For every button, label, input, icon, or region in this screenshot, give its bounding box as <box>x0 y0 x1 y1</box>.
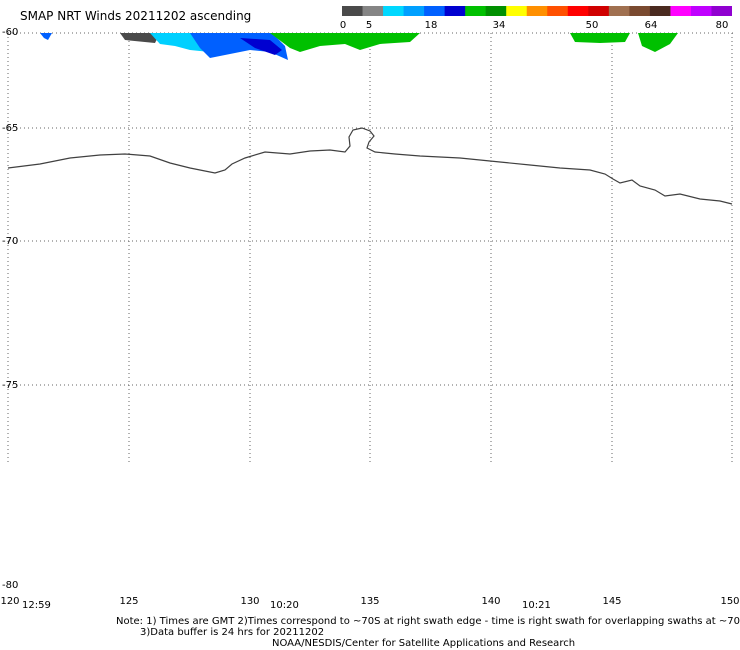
map-grid <box>7 32 735 465</box>
note-line-2: 3)Data buffer is 24 hrs for 20211202 <box>140 627 325 638</box>
pass-time-label: 10:21 <box>522 600 551 611</box>
lon-label: 140 <box>481 596 501 607</box>
colorbar-segment <box>711 6 732 16</box>
lon-label: 125 <box>119 596 139 607</box>
wind-swath <box>120 33 160 43</box>
colorbar-segment <box>649 6 671 16</box>
lat-label: -60 <box>2 27 19 38</box>
antarctic-coastline <box>7 127 733 205</box>
colorbar-segment <box>670 6 692 16</box>
wind-swath <box>570 33 630 43</box>
colorbar-segment <box>444 6 466 16</box>
colorbar-label: 80 <box>715 20 729 31</box>
wind-speed-colorbar <box>342 6 732 16</box>
lat-label: -80 <box>2 580 19 591</box>
colorbar-label: 0 <box>339 20 347 31</box>
lat-label: -65 <box>2 123 19 134</box>
colorbar-segment <box>465 6 487 16</box>
wind-swath <box>240 38 282 55</box>
colorbar-label: 64 <box>644 20 658 31</box>
lat-label: -75 <box>2 380 19 391</box>
colorbar-label: 34 <box>492 20 506 31</box>
colorbar-segment <box>424 6 446 16</box>
colorbar-segment <box>588 6 610 16</box>
colorbar-label: 5 <box>365 20 373 31</box>
lon-label: 145 <box>602 596 622 607</box>
colorbar-segment <box>547 6 569 16</box>
lon-label: 130 <box>240 596 260 607</box>
wind-map <box>7 32 735 465</box>
wind-swath <box>638 33 678 52</box>
map-title: SMAP NRT Winds 20211202 ascending <box>20 9 252 23</box>
colorbar-label: 18 <box>424 20 438 31</box>
colorbar-segment <box>342 6 364 16</box>
colorbar-segment <box>506 6 528 16</box>
colorbar-segment <box>567 6 589 16</box>
lat-label: -70 <box>2 236 19 247</box>
pass-time-label: 12:59 <box>22 600 51 611</box>
colorbar-segment <box>383 6 405 16</box>
note-line-3: NOAA/NESDIS/Center for Satellite Applica… <box>272 638 576 649</box>
colorbar-segment <box>362 6 384 16</box>
colorbar-label: 50 <box>585 20 599 31</box>
wind-swath <box>270 33 420 52</box>
lon-label: 120 <box>0 596 20 607</box>
colorbar-segment <box>526 6 548 16</box>
colorbar-segment <box>485 6 507 16</box>
colorbar-segment <box>403 6 425 16</box>
colorbar-segment <box>690 6 712 16</box>
lon-label: 135 <box>360 596 380 607</box>
lon-label: 150 <box>720 596 740 607</box>
colorbar-segment <box>608 6 630 16</box>
colorbar-segment <box>629 6 651 16</box>
wind-swath <box>40 33 52 40</box>
pass-time-label: 10:20 <box>270 600 299 611</box>
wind-swaths <box>40 33 678 60</box>
note-line-1: Note: 1) Times are GMT 2)Times correspon… <box>116 616 740 627</box>
